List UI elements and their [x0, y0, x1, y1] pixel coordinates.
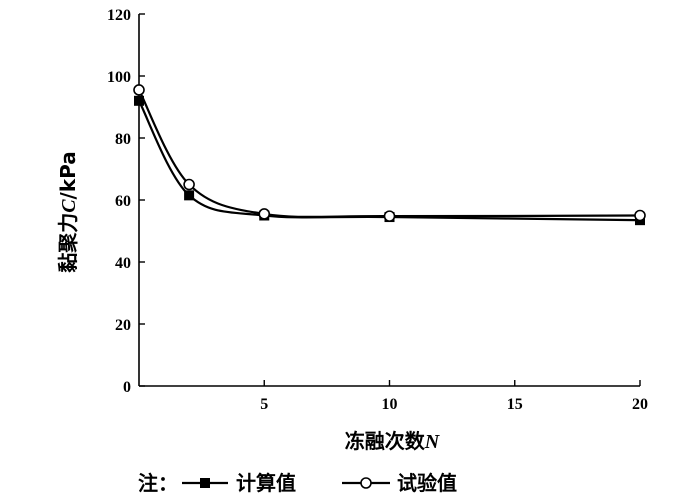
y-ticks: 0 20 40 60 80 100 120 — [107, 7, 145, 396]
y-axis-title-suffix: /kPa — [56, 151, 80, 199]
y-axis-title: 黏聚力C/kPa — [56, 151, 80, 273]
y-tick-label: 80 — [115, 131, 131, 148]
x-tick-label: 20 — [632, 396, 648, 413]
data-point-square — [184, 190, 195, 201]
x-axis-title: 冻融次数N — [345, 429, 441, 453]
series-calculated — [134, 95, 645, 226]
data-point-circle — [183, 178, 195, 191]
x-tick-label: 15 — [507, 396, 523, 413]
data-point-square — [134, 95, 144, 106]
legend: 注： 计算值 试验值 — [138, 471, 457, 495]
y-axis-title-prefix: 黏聚力 — [56, 213, 80, 273]
series-line — [138, 89, 641, 219]
legend-label-calculated: 计算值 — [236, 471, 296, 495]
legend-note: 注： — [138, 471, 178, 495]
data-point-circle — [383, 210, 396, 222]
x-tick-label: 10 — [382, 396, 398, 413]
axes: 0 20 40 60 80 100 120 5 10 15 20 — [107, 7, 648, 413]
data-point-circle — [258, 208, 271, 220]
open-circle-icon — [360, 477, 372, 489]
series-experimental — [133, 84, 646, 222]
data-point-circle — [133, 84, 145, 96]
legend-item-calculated: 计算值 — [182, 471, 296, 495]
x-axis-title-var: N — [424, 431, 441, 453]
y-tick-label: 120 — [107, 7, 131, 24]
series-layer — [133, 84, 646, 226]
y-tick-label: 20 — [115, 317, 131, 334]
y-axis-title-var: C — [58, 199, 80, 213]
legend-item-experimental: 试验值 — [342, 471, 457, 495]
y-tick-label: 0 — [123, 379, 131, 396]
x-axis-title-prefix: 冻融次数 — [345, 429, 426, 453]
y-tick-label: 40 — [115, 255, 131, 272]
legend-label-experimental: 试验值 — [397, 471, 457, 495]
x-tick-label: 5 — [260, 396, 268, 413]
data-point-circle — [634, 209, 646, 222]
y-tick-label: 60 — [115, 193, 131, 210]
x-ticks: 5 10 15 20 — [260, 380, 648, 413]
y-tick-label: 100 — [107, 69, 131, 86]
filled-square-icon — [200, 478, 210, 488]
